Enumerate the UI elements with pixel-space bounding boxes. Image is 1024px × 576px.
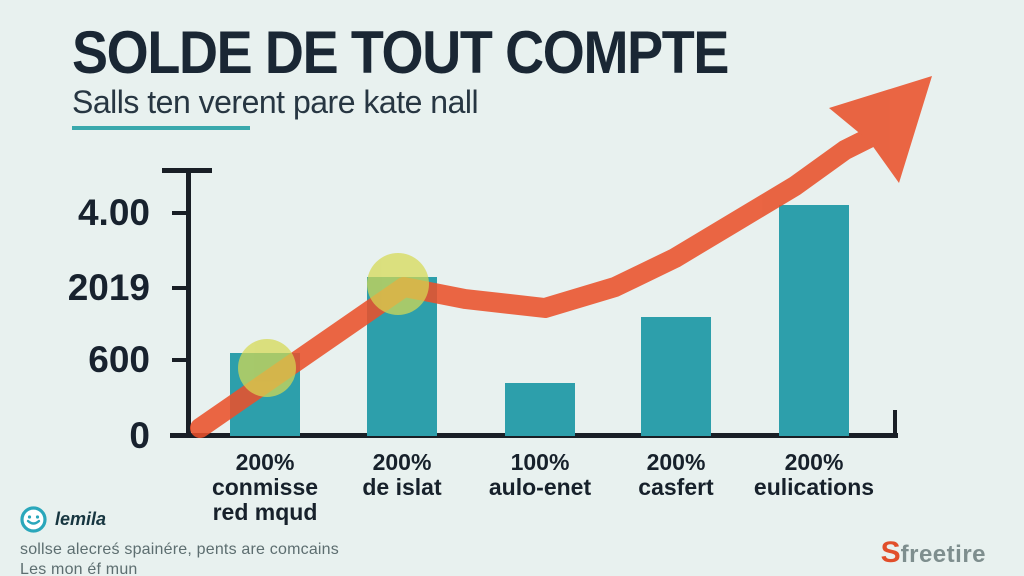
- x-axis-end-tick: [893, 410, 897, 437]
- trend-arrow-head: [829, 76, 932, 183]
- x-label-line: de islat: [362, 474, 442, 500]
- page-title: SOLDE DE TOUT COMPTE: [72, 19, 729, 86]
- x-category-label: 100% aulo-enet: [455, 450, 625, 500]
- page-subtitle: Salls ten verent pare kate nall: [72, 84, 479, 120]
- title-underline: [72, 126, 250, 130]
- logo-rest: freetire: [900, 541, 986, 568]
- x-label-line: red mqud: [212, 499, 318, 525]
- x-label-line: 200%: [646, 449, 706, 475]
- highlight-circle-1: [238, 339, 296, 397]
- x-label-line: 200%: [372, 449, 432, 475]
- y-axis-tick: [172, 211, 188, 215]
- x-label-line: conmisse: [211, 474, 319, 500]
- x-label-line: 200%: [235, 449, 295, 475]
- watermark-logo: Sfreetire: [881, 536, 986, 570]
- bar-3: [505, 383, 575, 436]
- x-category-label: 200% casfert: [591, 450, 761, 500]
- bar-4: [641, 317, 711, 436]
- highlight-circle-2: [367, 253, 429, 315]
- y-axis-tick: [172, 286, 188, 290]
- brand-mark: lemila: [20, 506, 106, 533]
- y-tick-label: 4.00: [77, 192, 150, 233]
- highlight-circles: [238, 253, 429, 397]
- trend-arrow: [190, 76, 932, 438]
- y-tick-label: 2019: [67, 267, 150, 308]
- y-tick-label: 600: [88, 339, 150, 380]
- x-label-line: aulo-enet: [488, 474, 592, 500]
- speech-bubble-face-icon: [20, 506, 47, 533]
- x-category-label: 200% de islat: [317, 450, 487, 500]
- y-axis-line: [186, 168, 191, 438]
- x-label-line: eulications: [753, 474, 875, 500]
- footnote-line-1: sollse alecreś spainére, pents are comca…: [20, 541, 339, 558]
- x-label-line: casfert: [638, 474, 714, 500]
- logo-prefix: S: [880, 536, 901, 569]
- x-label-line: 100%: [510, 449, 570, 475]
- x-category-label: 200% conmisse red mqud: [180, 450, 350, 525]
- y-tick-label: 0: [129, 415, 150, 456]
- trend-arrow-shaft: [190, 125, 885, 438]
- x-label-line: 200%: [784, 449, 844, 475]
- x-category-label: 200% eulications: [729, 450, 899, 500]
- y-axis-tick: [172, 358, 188, 362]
- brand-name: lemila: [55, 509, 107, 529]
- bar-5: [779, 205, 849, 436]
- bars-group: [230, 205, 849, 436]
- footnote-line-2: Les mon éf mun: [20, 561, 138, 576]
